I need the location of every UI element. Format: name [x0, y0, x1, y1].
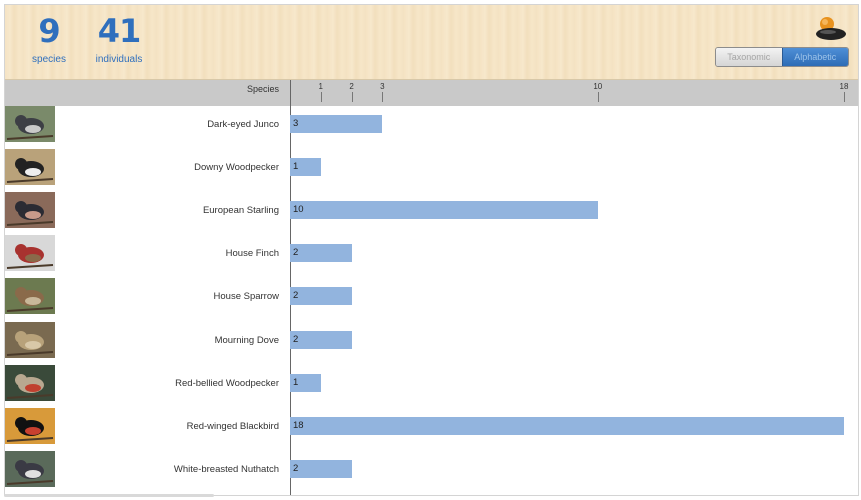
individuals-count: 41	[97, 12, 142, 50]
species-name: Downy Woodpecker	[194, 162, 279, 174]
count-bar-label: 3	[293, 118, 299, 129]
nuthatch-photo[interactable]	[5, 450, 55, 487]
count-bar-label: 1	[293, 376, 299, 388]
axis-tick	[844, 92, 845, 102]
count-bar-label: 10	[293, 204, 304, 216]
species-name: Mourning Dove	[214, 334, 279, 346]
count-bar[interactable]: 2	[290, 459, 352, 478]
species-row[interactable]: Dark-eyed Junco 3	[5, 106, 858, 149]
individuals-label: individuals	[95, 54, 143, 65]
count-bar-label: 2	[293, 247, 299, 259]
species-column-header[interactable]: Species	[246, 84, 279, 94]
species-name: European Starling	[202, 205, 279, 217]
species-count: 9	[38, 12, 60, 50]
summary-header: 9 species 41 individuals Taxonomic Alpha…	[5, 5, 858, 80]
species-name: Red-winged Blackbird	[186, 420, 279, 432]
count-bar[interactable]: 2	[290, 287, 352, 306]
species-name: House Finch	[225, 248, 279, 260]
species-row[interactable]: Downy Woodpecker 1	[5, 149, 858, 192]
blackbird-photo[interactable]	[5, 407, 55, 444]
species-row[interactable]: White-breasted Nuthatch 2	[5, 450, 858, 494]
species-label: species	[32, 54, 66, 65]
individuals-stat: 41 individuals	[93, 13, 145, 67]
redbellied-photo[interactable]	[5, 364, 55, 401]
count-bar-label: 18	[293, 419, 304, 431]
starling-photo[interactable]	[5, 192, 55, 229]
axis-tick-label: 1	[318, 82, 323, 91]
count-bar-label: 1	[293, 161, 299, 173]
species-row[interactable]: Mourning Dove 2	[5, 321, 858, 365]
finch-photo[interactable]	[5, 235, 55, 272]
count-bar-label: 2	[293, 290, 299, 302]
axis-tick-label: 3	[380, 82, 385, 91]
species-row[interactable]: Red-winged Blackbird 18	[5, 407, 858, 451]
axis-tick	[351, 92, 353, 102]
axis-tick-label: 18	[839, 82, 849, 91]
woodpecker-photo[interactable]	[5, 149, 55, 186]
axis-tick-label: 2	[349, 82, 354, 91]
junco-photo[interactable]	[5, 106, 55, 142]
count-bar-label: 2	[293, 462, 299, 474]
count-bar[interactable]: 10	[290, 201, 598, 220]
sparrow-photo[interactable]	[5, 278, 55, 315]
species-row[interactable]: House Sparrow 2	[5, 278, 858, 321]
horizontal-scrollbar[interactable]	[4, 494, 214, 497]
count-bar[interactable]: 18	[290, 416, 844, 435]
bird-count-panel: 9 species 41 individuals Taxonomic Alpha…	[4, 4, 859, 496]
species-row[interactable]: House Finch 2	[5, 235, 858, 278]
alphabetic-option[interactable]: Alphabetic	[781, 48, 848, 66]
count-bar-label: 2	[293, 333, 299, 345]
count-bar[interactable]: 2	[290, 330, 352, 349]
dove-photo[interactable]	[5, 321, 55, 358]
species-name: White-breasted Nuthatch	[173, 463, 279, 475]
axis-tick	[597, 92, 599, 102]
axis-tick-label: 10	[593, 82, 603, 91]
sort-toggle[interactable]: Taxonomic Alphabetic	[715, 47, 849, 67]
species-name: House Sparrow	[213, 291, 279, 303]
axis-tick	[382, 92, 384, 102]
axis-tick	[320, 92, 322, 102]
chart-axis-header: Species 1 2 3 10 18	[5, 80, 858, 106]
species-name: Red-bellied Woodpecker	[175, 377, 279, 389]
species-stat: 9 species	[29, 13, 69, 67]
count-bar[interactable]: 3	[290, 115, 383, 133]
species-row[interactable]: European Starling 10	[5, 192, 858, 235]
feeder-logo-icon	[816, 17, 846, 40]
count-bar[interactable]: 1	[290, 373, 321, 392]
species-name: Dark-eyed Junco	[207, 119, 279, 130]
count-bar[interactable]: 2	[290, 244, 352, 263]
taxonomic-option[interactable]: Taxonomic	[716, 48, 782, 66]
species-row[interactable]: Red-bellied Woodpecker 1	[5, 364, 858, 408]
count-bar[interactable]: 1	[290, 158, 321, 177]
